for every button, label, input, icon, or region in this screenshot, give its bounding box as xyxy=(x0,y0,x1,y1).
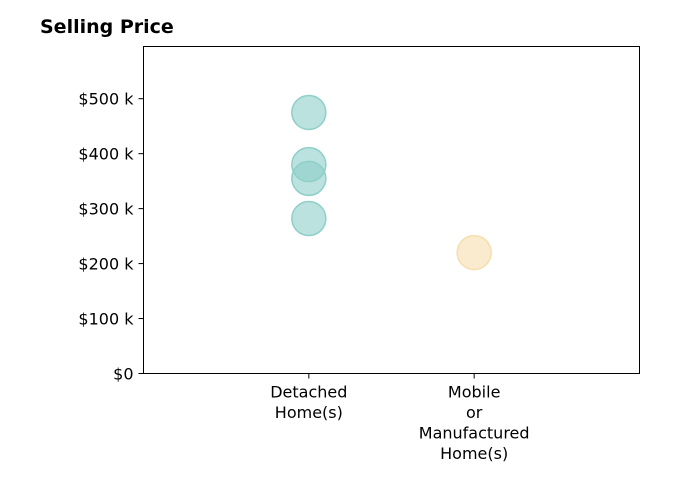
y-axis: $0 $100 k $200 k $300 k $400 k $500 k xyxy=(78,90,144,384)
y-tick-label-1: $100 k xyxy=(78,310,134,329)
y-tick-label-2: $200 k xyxy=(78,255,134,274)
data-point-2 xyxy=(291,160,327,197)
x-tick-label-1: Mobile or Manufactured Home(s) xyxy=(419,383,530,464)
y-tick-label-5: $500 k xyxy=(78,90,134,109)
data-point-4 xyxy=(456,234,492,271)
chart-title: Selling Price xyxy=(40,16,174,38)
x-tick-label-0: Detached Home(s) xyxy=(270,383,347,423)
y-tick-label-4: $400 k xyxy=(78,145,134,164)
y-tick-label-0: $0 xyxy=(113,365,133,384)
x-axis: Detached Home(s) Mobile or Manufactured Home(… xyxy=(270,373,530,464)
data-point-0 xyxy=(291,94,327,131)
points-layer xyxy=(291,94,492,271)
y-tick-label-3: $300 k xyxy=(78,200,134,219)
plot-area-frame xyxy=(143,46,640,374)
data-point-3 xyxy=(291,200,327,237)
